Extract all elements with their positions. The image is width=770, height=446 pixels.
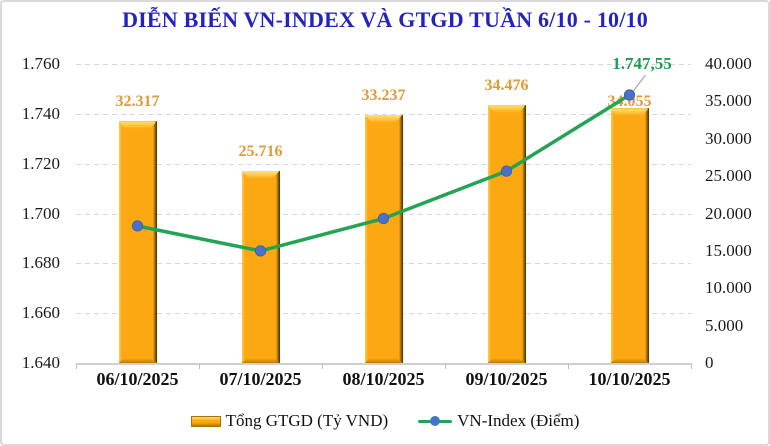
- right-axis-tick-label: 15.000: [705, 240, 752, 260]
- x-axis-category-label: 10/10/2025: [588, 369, 671, 389]
- right-axis-tick-label: 35.000: [705, 91, 752, 111]
- bar-value-label: 25.716: [238, 142, 283, 160]
- x-axis-category-label: 07/10/2025: [219, 369, 302, 389]
- x-axis-tick: [76, 364, 77, 369]
- x-axis-line: [76, 363, 692, 365]
- legend-item-vnindex: VN-Index (Điểm): [418, 411, 579, 431]
- x-axis-tick: [322, 364, 323, 369]
- bar-value-label: 32.317: [115, 93, 160, 111]
- gtgd-bar: [364, 114, 403, 363]
- x-axis-tick: [691, 364, 692, 369]
- legend: Tổng GTGD (Tỷ VND) VN-Index (Điểm): [2, 406, 768, 436]
- right-axis-tick-label: 25.000: [705, 166, 752, 186]
- left-axis-tick-label: 1.640: [21, 353, 60, 372]
- right-axis-tick-label: 5.000: [705, 315, 744, 335]
- right-axis-tick-label: 30.000: [705, 128, 752, 148]
- left-axis-tick-label: 1.680: [21, 253, 60, 273]
- bar-value-label: 34.476: [484, 77, 529, 95]
- right-axis-tick-label: 20.000: [705, 203, 752, 223]
- vnindex-line-marker-icon: [418, 419, 453, 423]
- x-axis-category-label: 06/10/2025: [96, 369, 179, 389]
- left-axis-tick-label: 1.760: [21, 54, 60, 73]
- left-axis-tick-label: 1.740: [21, 103, 60, 123]
- x-axis-category-label: 09/10/2025: [465, 369, 548, 389]
- vnindex-last-value-label: 1.747,55: [612, 54, 672, 73]
- x-axis-tick: [199, 364, 200, 369]
- right-axis-tick-label: 40.000: [705, 54, 752, 73]
- legend-label-gtgd: Tổng GTGD (Tỷ VND): [225, 411, 389, 430]
- right-axis-tick-label: 10.000: [705, 278, 752, 298]
- gtgd-bar: [241, 170, 280, 363]
- x-axis-category-label: 08/10/2025: [342, 369, 425, 389]
- legend-label-vnindex: VN-Index (Điểm): [457, 411, 580, 430]
- gtgd-bar: [610, 108, 649, 363]
- left-axis-tick-label: 1.660: [21, 303, 60, 323]
- left-axis-tick-label: 1.720: [21, 153, 60, 173]
- gridline: [76, 64, 691, 65]
- gtgd-bar: [118, 121, 157, 363]
- legend-item-gtgd: Tổng GTGD (Tỷ VND): [190, 411, 389, 431]
- left-axis-tick-label: 1.700: [21, 203, 60, 223]
- chart-title: DIỄN BIẾN VN-INDEX VÀ GTGD TUẦN 6/10 - 1…: [122, 7, 648, 32]
- gtgd-bar: [487, 105, 526, 363]
- bar-value-label: 33.237: [361, 86, 406, 104]
- gtgd-bar-swatch-icon: [190, 415, 221, 427]
- x-axis-tick: [445, 364, 446, 369]
- right-axis-tick-label: 0: [705, 353, 714, 372]
- x-axis-tick: [568, 364, 569, 369]
- bar-value-label: 34.055: [607, 93, 652, 111]
